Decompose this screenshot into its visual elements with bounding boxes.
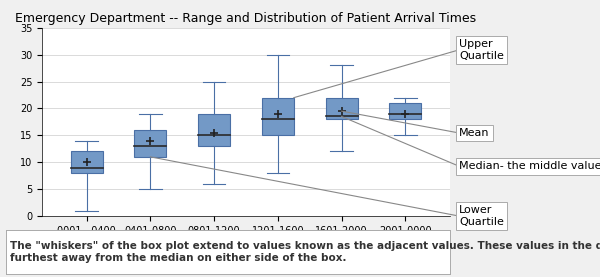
Text: Upper
Quartile: Upper Quartile — [459, 39, 504, 61]
Text: Lower
Quartile: Lower Quartile — [459, 205, 504, 227]
FancyBboxPatch shape — [389, 103, 421, 119]
FancyBboxPatch shape — [326, 98, 358, 119]
FancyBboxPatch shape — [71, 152, 103, 173]
FancyBboxPatch shape — [134, 130, 166, 157]
Text: The "whiskers" of the box plot extend to values known as the adjacent values. Th: The "whiskers" of the box plot extend to… — [10, 241, 600, 263]
Text: Mean: Mean — [459, 128, 490, 138]
Text: Median- the middle value: Median- the middle value — [459, 161, 600, 171]
FancyBboxPatch shape — [262, 98, 294, 135]
Title: Emergency Department -- Range and Distribution of Patient Arrival Times: Emergency Department -- Range and Distri… — [16, 12, 476, 25]
FancyBboxPatch shape — [198, 114, 230, 146]
